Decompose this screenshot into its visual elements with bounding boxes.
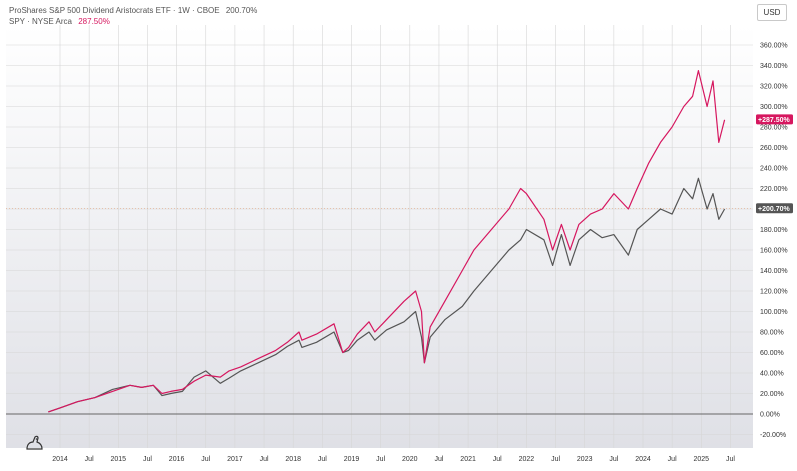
y-tick-label: 80.00% (760, 330, 784, 337)
y-tick-label: -20.00% (760, 432, 786, 439)
x-tick-label: Jul (85, 456, 94, 463)
y-tick-label: 240.00% (760, 166, 788, 173)
currency-button[interactable]: USD (757, 4, 787, 21)
x-tick-label: Jul (376, 456, 385, 463)
zero-baseline (6, 208, 753, 415)
y-tick-label: 60.00% (760, 350, 784, 357)
y-tick-label: 120.00% (760, 289, 788, 296)
series-line-nobl[interactable] (48, 177, 726, 413)
y-axis[interactable]: 360.00% 340.00% 320.00% 300.00% 280.00% 260.0… (760, 43, 788, 440)
x-axis[interactable]: 2014 Jul 2015 Jul 2016 Jul 2017 Jul 2018 Jul 2019 J… (52, 456, 735, 463)
x-tick-label: Jul (726, 456, 735, 463)
x-tick-label: 2025 (694, 456, 710, 463)
last-value-text-nobl: +200.70% (758, 206, 790, 213)
y-tick-label: 100.00% (760, 309, 788, 316)
legend-row-nobl[interactable]: ProShares S&P 500 Dividend Aristocrats E… (9, 5, 257, 16)
x-tick-label: Jul (609, 456, 618, 463)
x-tick-label: Jul (143, 456, 152, 463)
x-tick-label: Jul (493, 456, 502, 463)
legend-spy-value: 287.50% (78, 17, 110, 26)
x-tick-label: 2018 (285, 456, 301, 463)
last-value-badge-nobl (756, 203, 793, 214)
x-tick-label: Jul (318, 456, 327, 463)
legend-nobl-title: ProShares S&P 500 Dividend Aristocrats E… (9, 6, 220, 15)
legend-nobl-value: 200.70% (225, 6, 258, 15)
y-tick-label: 0.00% (760, 412, 780, 419)
x-tick-label: 2021 (460, 456, 476, 463)
legend-row-spy[interactable]: SPY · NYSE Arca 287.50% (9, 16, 257, 27)
y-tick-label: 340.00% (760, 63, 788, 70)
x-tick-label: Jul (434, 456, 443, 463)
x-tick-label: 2024 (635, 456, 651, 463)
x-tick-label: Jul (260, 456, 269, 463)
tradingview-logo-icon[interactable] (24, 434, 46, 452)
y-tick-label: 140.00% (760, 268, 788, 275)
x-tick-label: Jul (668, 456, 677, 463)
y-tick-label: 20.00% (760, 391, 784, 398)
x-tick-label: Jul (201, 456, 210, 463)
last-value-badge-spy (756, 114, 793, 125)
grid-lines (6, 25, 753, 448)
last-value-text-spy: +287.50% (758, 117, 790, 124)
y-tick-label: 360.00% (760, 43, 788, 50)
y-tick-label: 260.00% (760, 145, 788, 152)
x-tick-label: 2017 (227, 456, 243, 463)
x-tick-label: 2022 (519, 456, 535, 463)
x-tick-label: 2015 (111, 456, 127, 463)
y-tick-label: 280.00% (760, 125, 788, 132)
legend-spy-title: SPY · NYSE Arca (9, 17, 72, 26)
x-tick-label: 2019 (344, 456, 360, 463)
y-tick-label: 220.00% (760, 186, 788, 193)
y-tick-label: 160.00% (760, 248, 788, 255)
x-tick-label: Jul (551, 456, 560, 463)
series-lines (48, 70, 726, 413)
last-value-badges: +287.50% +200.70% (756, 114, 793, 214)
x-tick-label: 2016 (169, 456, 185, 463)
y-tick-label: 180.00% (760, 227, 788, 234)
x-tick-label: 2014 (52, 456, 68, 463)
x-tick-label: 2020 (402, 456, 418, 463)
y-tick-label: 320.00% (760, 84, 788, 91)
series-line-spy[interactable] (48, 70, 726, 413)
plot-background (6, 25, 753, 448)
chart-legend: ProShares S&P 500 Dividend Aristocrats E… (9, 5, 257, 27)
y-tick-label: 300.00% (760, 104, 788, 111)
x-tick-label: 2023 (577, 456, 593, 463)
y-tick-label: 40.00% (760, 371, 784, 378)
